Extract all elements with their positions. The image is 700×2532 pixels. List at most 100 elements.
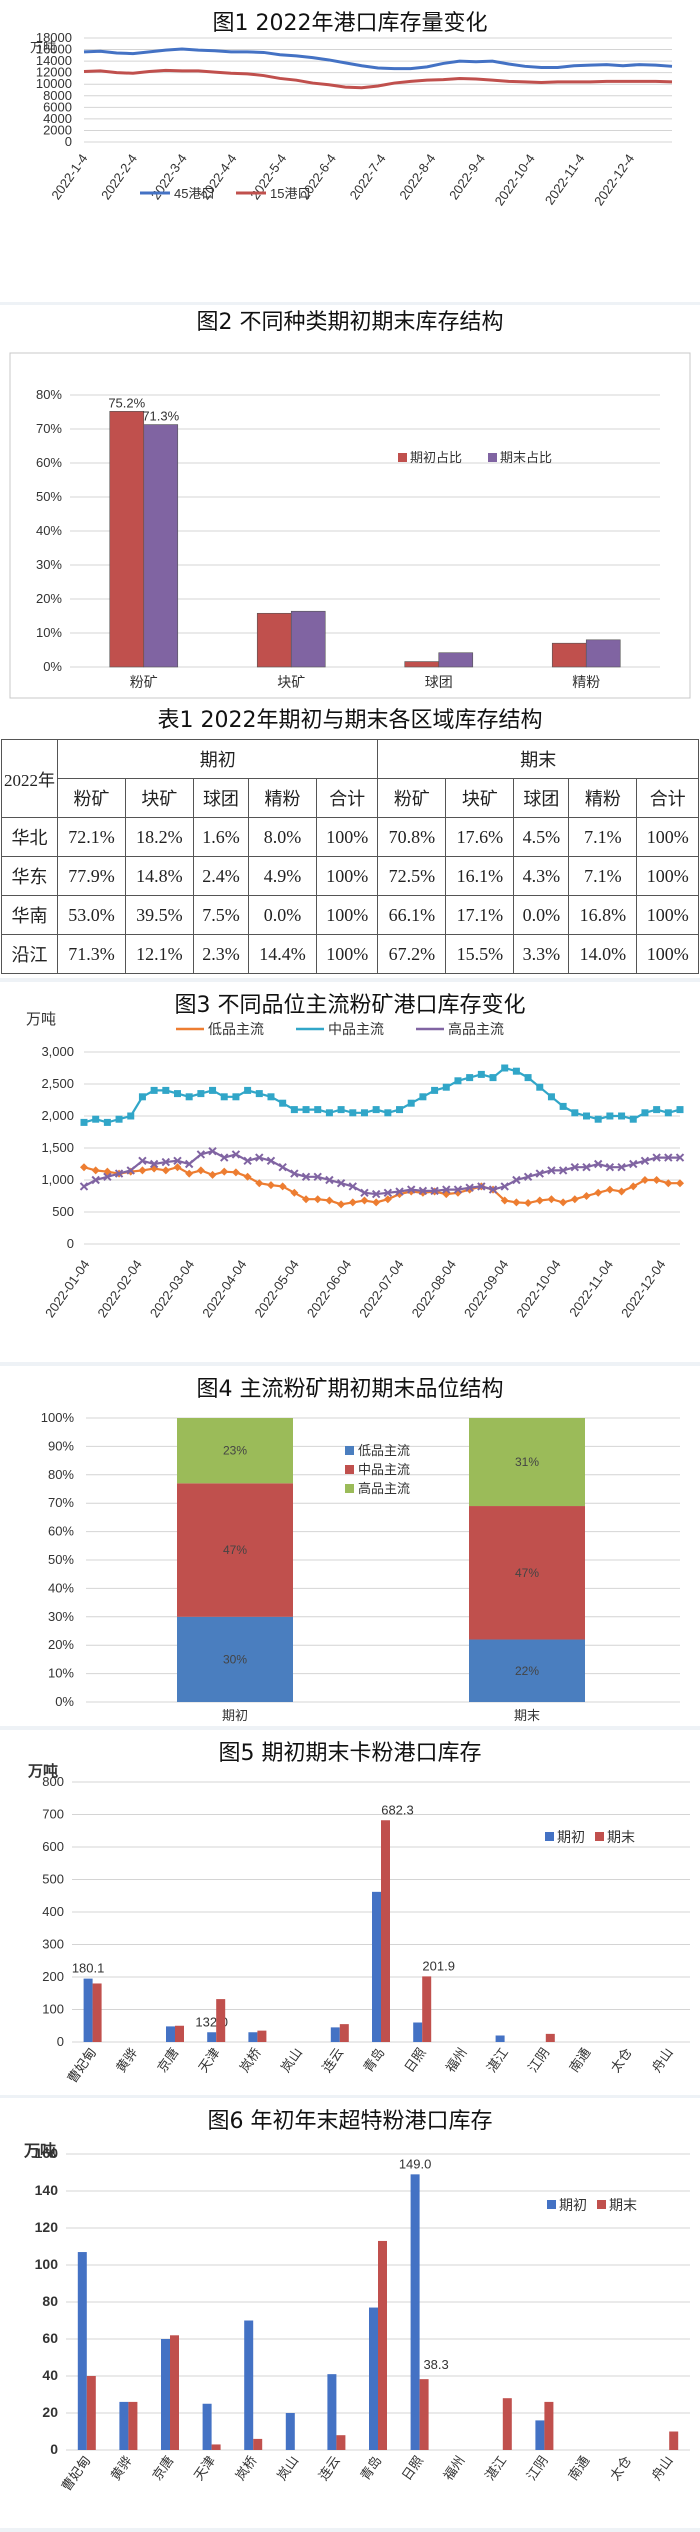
point-marker (372, 1106, 380, 1114)
y-tick-label: 2000 (43, 122, 72, 137)
point-marker (559, 1198, 568, 1207)
legend-swatch (345, 1446, 354, 1455)
x-category-label: 粉矿 (130, 675, 158, 691)
x-tick-label: 2022-11-4 (542, 151, 588, 207)
figure2-panel: 图2 不同种类期初期末库存结构 0% 10% 20% 30% 40% 50% 60% 70% 8… (0, 305, 700, 703)
legend-label: 期初 (557, 1829, 585, 1845)
bar-closing-0 (92, 1983, 102, 2042)
x-tick-label: 2022-9-4 (446, 151, 488, 202)
x-tick-label: 2022-8-4 (396, 151, 438, 202)
table1-cell: 7.1% (568, 817, 638, 857)
point-marker (605, 1185, 614, 1194)
point-marker (629, 1182, 638, 1191)
point-marker (465, 1185, 474, 1194)
y-tick-label: 8000 (43, 88, 72, 103)
y-tick-label: 0% (55, 1694, 74, 1709)
bar-opening-2 (161, 2339, 170, 2450)
table1-group-closing: 期末 (377, 739, 699, 779)
stack-segment-0-1 (469, 1639, 585, 1702)
point-marker (150, 1164, 159, 1173)
table1-cell: 100% (636, 856, 699, 896)
figure2-legend: 期初占比 期末占比 (398, 450, 552, 465)
y-tick-label: 80% (36, 387, 62, 402)
bar-closing-11 (544, 2401, 554, 2450)
table1-cell: 17.1% (445, 895, 515, 935)
bar-closing-1 (128, 2401, 138, 2450)
x-tick-label: 2022-05-04 (251, 1257, 301, 1320)
point-marker (640, 1156, 650, 1166)
point-marker (582, 1192, 591, 1200)
segment-label: 47% (515, 1566, 539, 1580)
legend-label: 高品主流 (448, 1021, 504, 1037)
point-marker (488, 1185, 498, 1194)
table1-group-opening: 期初 (56, 739, 379, 779)
bar-opening-5 (285, 2413, 295, 2450)
table1-cell: 0.0% (247, 895, 317, 935)
legend-label-closing-share: 期末占比 (500, 450, 552, 465)
point-marker (372, 1198, 381, 1207)
figure5-legend: 期初 期末 (545, 1829, 635, 1845)
point-marker (208, 1146, 217, 1156)
table1: 2022年 期初 期末 粉矿 块矿 球团 精粉 合计 粉矿 块矿 球团 精粉 合计 华北 72.1%… (1, 739, 699, 974)
table1-cell: 16.1% (445, 856, 515, 896)
point-marker (547, 1093, 555, 1101)
y-tick-label: 30% (48, 1609, 74, 1624)
bar-closing-7 (381, 1820, 390, 2042)
point-marker (255, 1153, 264, 1162)
point-marker (442, 1190, 451, 1199)
point-marker (231, 1168, 240, 1177)
bar-closing-6 (339, 2024, 349, 2042)
legend-label: 期末 (607, 1829, 635, 1845)
point-marker (641, 1109, 649, 1117)
bar-opening-3 (202, 2403, 212, 2450)
point-marker (419, 1093, 427, 1101)
x-category-label: 期初 (222, 1708, 248, 1723)
point-marker (103, 1118, 111, 1126)
table1-row-region: 华北 (1, 817, 58, 857)
bar-closing-1 (290, 610, 326, 668)
bar-closing-6 (336, 2435, 346, 2450)
x-category-label: 连云 (316, 2453, 343, 2483)
x-tick-label: 2022-2-4 (98, 151, 140, 202)
figure5-chart: 图5 期初期末卡粉港口库存 万吨 0 100 200 300 400 500 600 700 8… (27, 1741, 690, 2086)
y-tick-label: 40% (48, 1580, 74, 1595)
point-marker (477, 1182, 486, 1191)
x-category-label: 岚桥 (232, 2453, 259, 2483)
table1-column-header: 精粉 (247, 778, 317, 818)
point-marker (442, 1185, 451, 1194)
table1-row-region: 沿江 (1, 934, 58, 974)
figure3-panel: 图3 不同品位主流粉矿港口库存变化 万吨 0 500 1,000 1,500 2,000… (0, 982, 700, 1362)
point-marker (454, 1077, 462, 1085)
point-marker (617, 1187, 626, 1196)
point-marker (512, 1067, 520, 1075)
point-marker (196, 1166, 205, 1175)
point-marker (243, 1172, 252, 1181)
figure6-panel: 图6 年初年末超特粉港口库存 万吨 0 20 40 60 80 100 120 140 160 1… (0, 2098, 700, 2528)
figure6-chart: 图6 年初年末超特粉港口库存 万吨 0 20 40 60 80 100 120 140 160 1… (23, 2109, 690, 2494)
y-tick-label: 14000 (36, 53, 72, 68)
point-marker (547, 1195, 556, 1204)
x-category-label: 球团 (425, 675, 453, 691)
y-tick-label: 4000 (43, 111, 72, 126)
table1-cell: 18.2% (124, 817, 194, 857)
y-tick-label: 80 (42, 2293, 58, 2309)
point-marker (244, 1086, 252, 1094)
x-category-label: 黄骅 (108, 2453, 135, 2483)
table1-cell: 17.6% (445, 817, 515, 857)
point-marker (337, 1200, 346, 1209)
table1-row: 华南 53.0% 39.5% 7.5% 0.0% 100% 66.1% 17.1% 0.0% 16… (1, 895, 699, 935)
x-category-label: 岚山 (274, 2453, 301, 2483)
point-marker (114, 1169, 124, 1178)
point-marker (536, 1083, 544, 1091)
point-marker (313, 1172, 322, 1182)
table1-row-region: 华南 (1, 895, 58, 935)
x-category-label: 日照 (399, 2453, 426, 2483)
point-marker (360, 1188, 369, 1198)
table1-cell: 4.3% (513, 856, 570, 896)
bar-closing-3 (211, 2444, 221, 2450)
point-marker (231, 1150, 241, 1159)
point-marker (512, 1175, 521, 1185)
point-marker (80, 1163, 88, 1172)
point-marker (524, 1074, 532, 1082)
legend-swatch (345, 1484, 354, 1493)
